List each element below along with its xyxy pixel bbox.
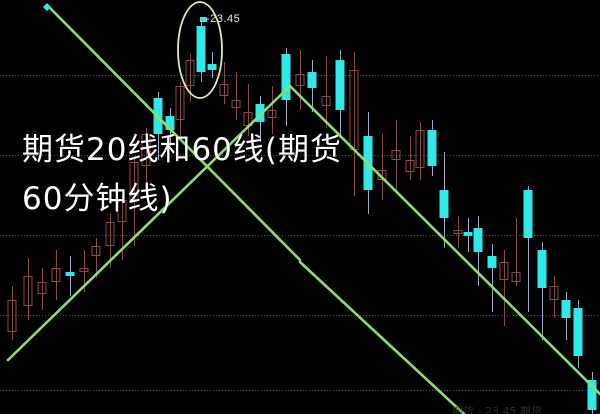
candle xyxy=(523,186,533,312)
candle xyxy=(175,82,185,136)
candle xyxy=(255,96,265,142)
candle xyxy=(463,218,473,252)
candle xyxy=(549,276,559,318)
candle xyxy=(37,268,47,310)
candle xyxy=(281,48,291,126)
price-marker-icon xyxy=(200,17,207,22)
candle xyxy=(219,62,229,104)
candle xyxy=(141,128,151,196)
down-trendline-3 xyxy=(298,260,466,414)
candle xyxy=(295,50,305,110)
highlight-ellipse xyxy=(177,1,223,99)
candle xyxy=(7,286,17,340)
candle xyxy=(91,238,101,278)
candle xyxy=(587,372,597,414)
candle xyxy=(335,50,345,138)
candle xyxy=(415,122,425,180)
candle xyxy=(65,256,75,296)
diamond-marker-icon xyxy=(43,3,51,11)
candle xyxy=(561,292,571,340)
candle xyxy=(405,136,415,180)
candle xyxy=(573,300,583,368)
candle xyxy=(321,56,331,128)
candle xyxy=(267,86,277,134)
candle xyxy=(453,216,463,248)
candle xyxy=(439,152,449,248)
bottom-caption: 期货 - 23.45 期货 xyxy=(452,405,542,414)
candle xyxy=(129,156,139,246)
candle xyxy=(427,120,437,176)
candle xyxy=(23,258,33,320)
down-trendline-1 xyxy=(46,4,302,262)
candle xyxy=(537,242,547,340)
candle xyxy=(196,22,206,82)
up-trendline xyxy=(6,84,292,362)
candle xyxy=(499,250,509,326)
candle xyxy=(307,60,317,112)
candle xyxy=(207,52,217,78)
candle xyxy=(487,244,497,312)
candle xyxy=(391,120,401,192)
price-label: -23.45 xyxy=(206,13,241,25)
candle xyxy=(165,108,175,146)
candle xyxy=(511,218,521,286)
candle xyxy=(51,250,61,300)
candle xyxy=(231,72,241,120)
down-trendline-2 xyxy=(288,84,600,396)
